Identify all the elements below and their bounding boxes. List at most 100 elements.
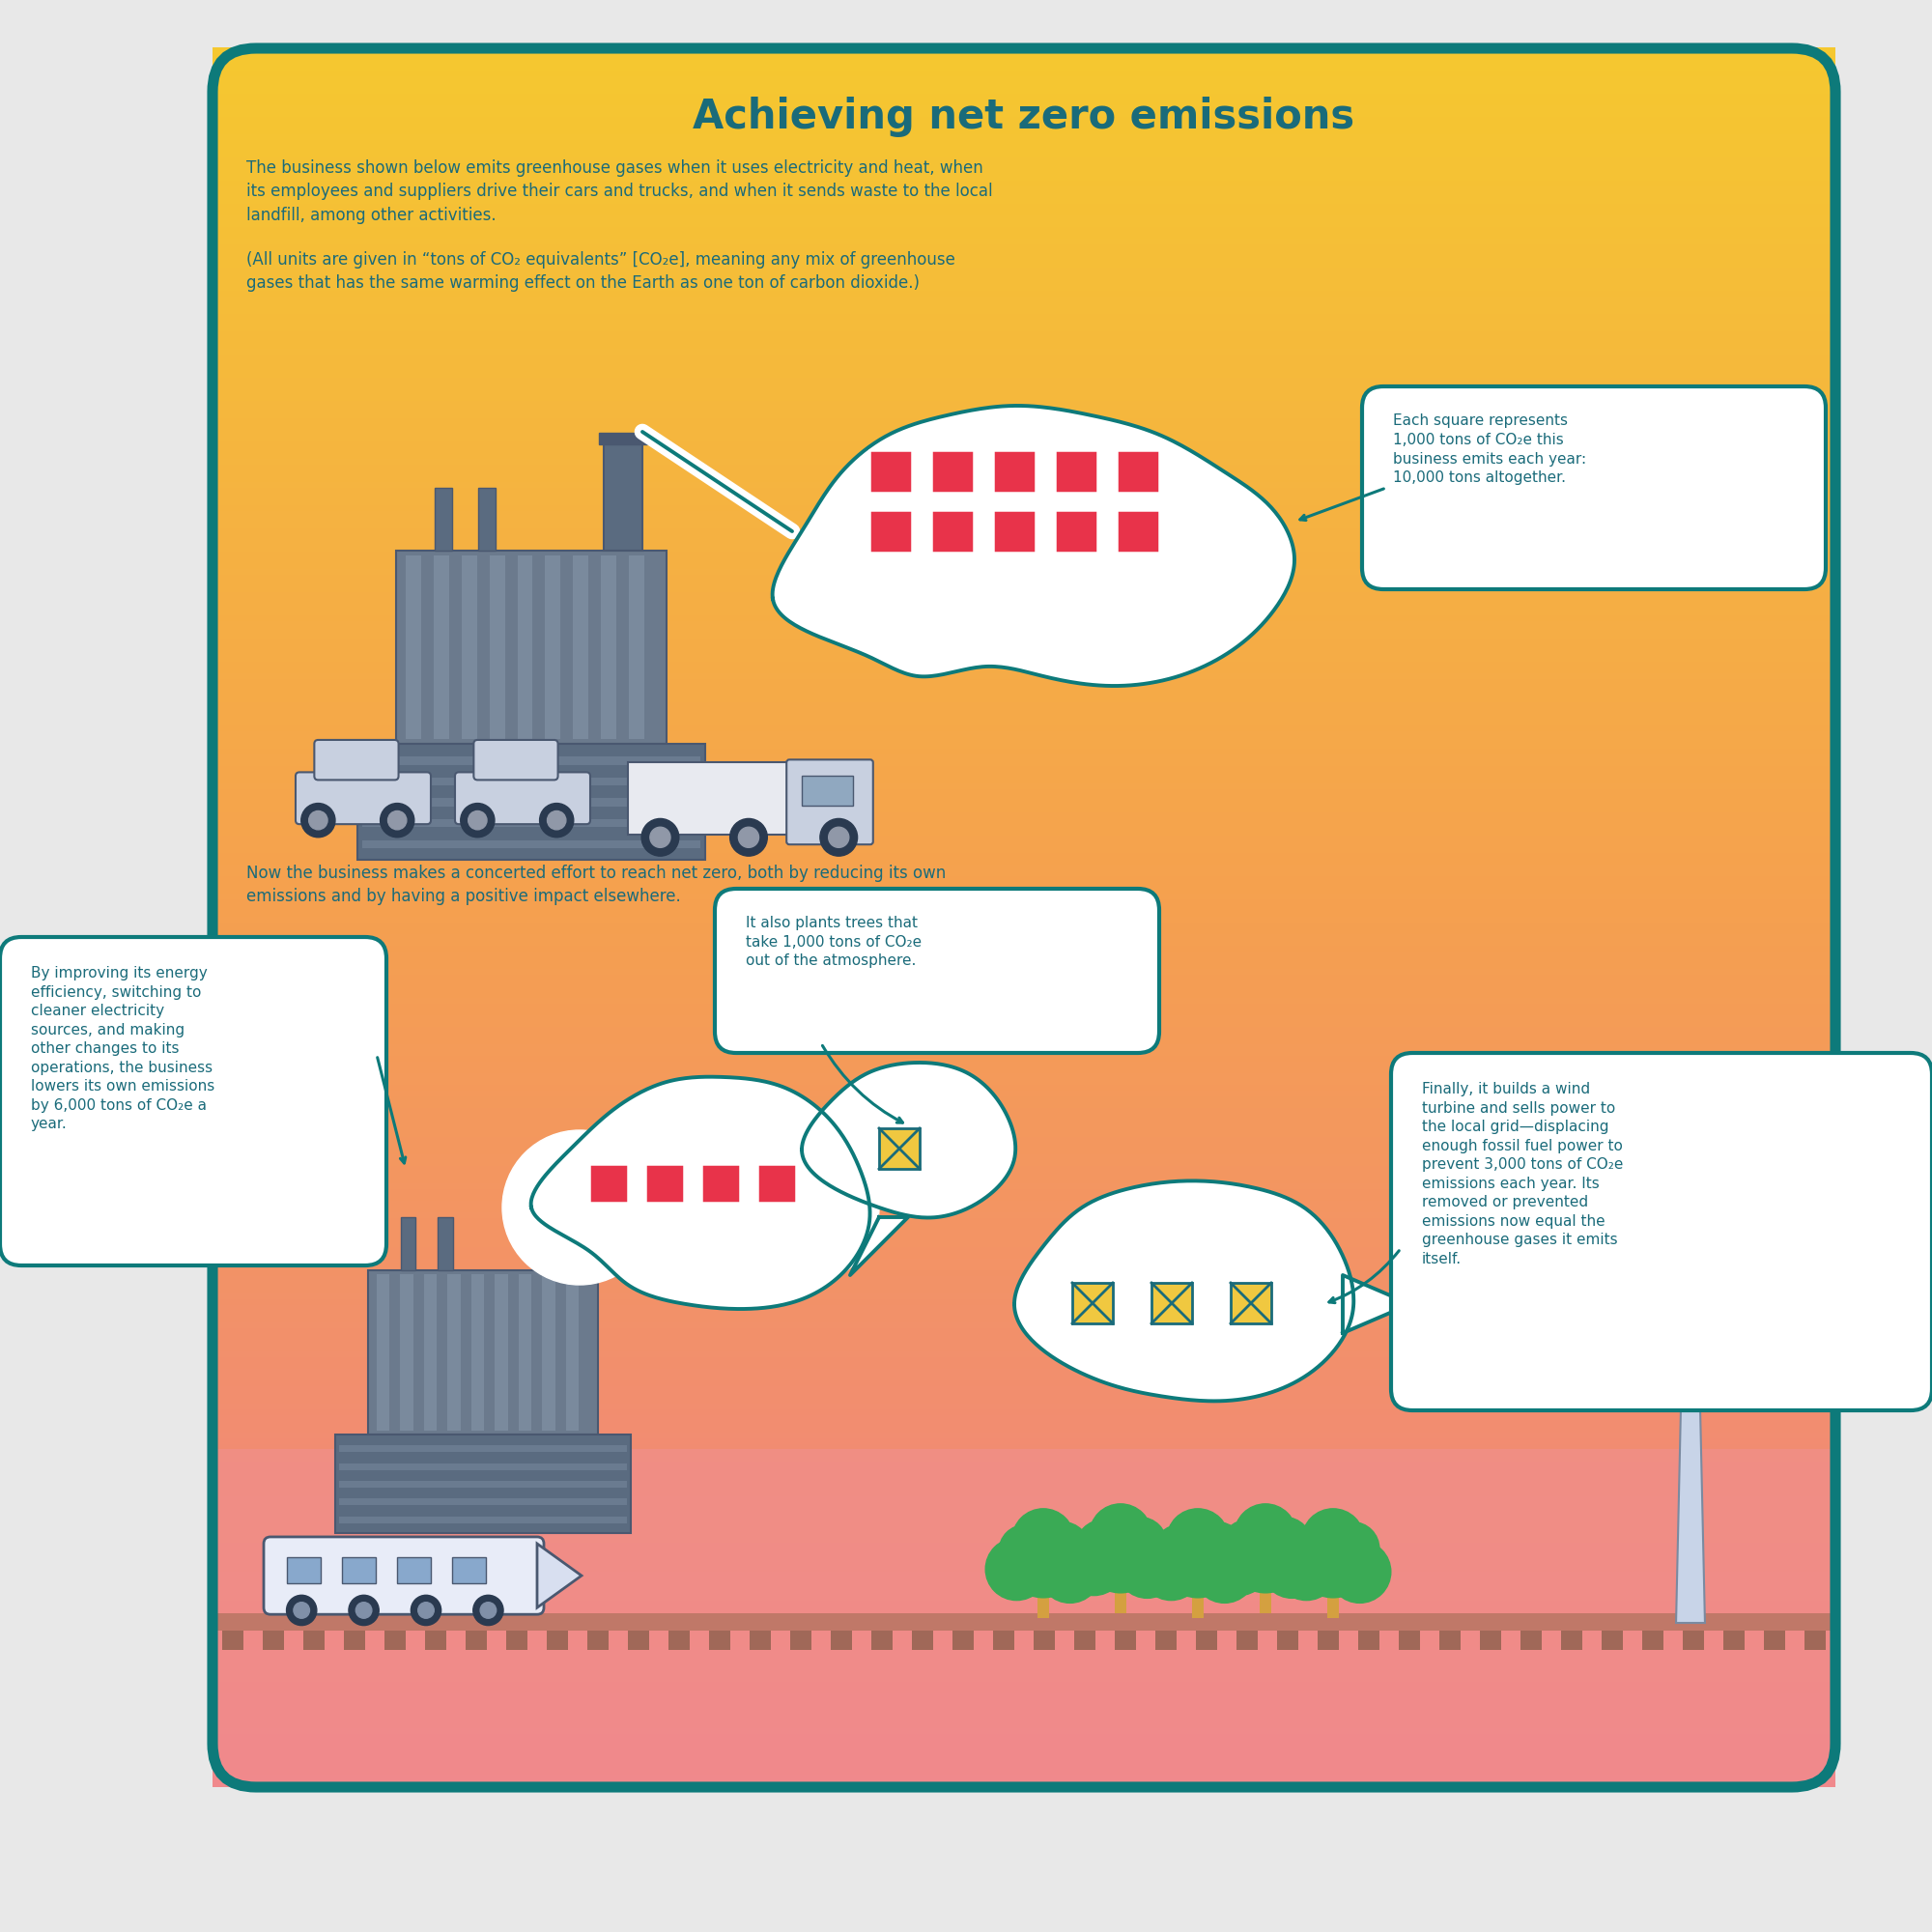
Bar [213,180,1835,187]
Bar [1072,1283,1113,1323]
Bar [213,1526,1835,1532]
Bar [213,1480,1835,1486]
Bar [213,1202,1835,1208]
Bar [601,554,616,738]
Bar [518,1275,531,1430]
Bar [213,87,1835,95]
Bar [384,1619,406,1650]
Bar [213,941,1835,947]
Bar [213,354,1835,361]
Bar [213,1681,1835,1689]
Bar [213,912,1835,918]
Bar [931,450,974,493]
Bar [213,877,1835,883]
Bar [1764,1619,1785,1650]
Bar [213,1097,1835,1103]
Bar [213,1155,1835,1161]
Bar [213,668,1835,674]
Bar [213,104,1835,112]
FancyBboxPatch shape [1362,386,1826,589]
Bar [213,1264,1835,1271]
Bar [213,1414,1835,1422]
Bar [213,261,1835,269]
Circle shape [1167,1509,1229,1571]
Bar [213,58,1835,66]
Bar [1642,1619,1663,1650]
Bar [213,1124,1835,1132]
Bar [1055,510,1097,553]
Bar [425,1619,446,1650]
Bar [213,1530,1835,1538]
Bar [363,819,699,827]
Bar [213,1312,1835,1318]
Bar [750,1619,771,1650]
Bar [213,1236,1835,1242]
Bar [213,1387,1835,1393]
Bar [213,1565,1835,1573]
Bar [213,1283,1835,1289]
Bar [462,554,477,738]
Bar [213,568,1835,576]
Bar [213,402,1835,408]
Bar [1196,1619,1217,1650]
Bar [213,448,1835,454]
Bar [213,1032,1835,1039]
Bar [1074,1619,1095,1650]
Bar [213,99,1835,106]
Circle shape [286,1596,317,1625]
Bar [213,1341,1835,1347]
Bar [1055,450,1097,493]
Bar [1260,1565,1271,1613]
Circle shape [1325,1522,1379,1575]
Bar [363,840,699,848]
Circle shape [649,827,670,848]
Circle shape [1117,1536,1179,1598]
Bar [213,1159,1835,1167]
Bar [439,1217,452,1271]
Bar [213,284,1835,292]
Bar [213,1020,1835,1028]
Bar [213,1130,1835,1138]
Circle shape [294,1602,309,1619]
Bar [213,634,1835,639]
Bar [213,1078,1835,1086]
Bar [213,1329,1835,1335]
Bar [433,554,448,738]
Bar [599,433,647,444]
Polygon shape [1014,1180,1354,1401]
FancyBboxPatch shape [456,773,591,825]
Bar [213,1577,1835,1584]
Bar [213,1770,1835,1776]
Bar [213,680,1835,686]
Bar [213,674,1835,680]
Bar [213,232,1835,240]
Bar [1683,1619,1704,1650]
Circle shape [999,1524,1053,1578]
Bar [1034,1619,1055,1650]
Bar [213,1148,1835,1155]
Text: (All units are given in “tons of CO₂ equivalents” [CO₂e], meaning any mix of gre: (All units are given in “tons of CO₂ equ… [247,251,954,292]
Bar [213,1515,1835,1520]
Bar [1117,450,1159,493]
Bar [952,1619,974,1650]
FancyBboxPatch shape [1391,1053,1932,1410]
Bar [213,1179,1835,1184]
Bar [213,504,1835,512]
Bar [213,730,1835,738]
Bar [213,1507,1835,1515]
Bar [213,622,1835,628]
Bar [213,307,1835,315]
Circle shape [1677,1186,1704,1215]
Bar [363,757,699,765]
Circle shape [1153,1524,1208,1578]
Bar [545,1180,578,1271]
Bar [213,437,1835,442]
Bar [213,1600,1835,1607]
Bar [213,956,1835,964]
FancyBboxPatch shape [786,759,873,844]
Bar [213,512,1835,518]
Circle shape [468,811,487,829]
Polygon shape [1685,1078,1696,1202]
Polygon shape [850,1217,908,1275]
Bar [213,396,1835,402]
